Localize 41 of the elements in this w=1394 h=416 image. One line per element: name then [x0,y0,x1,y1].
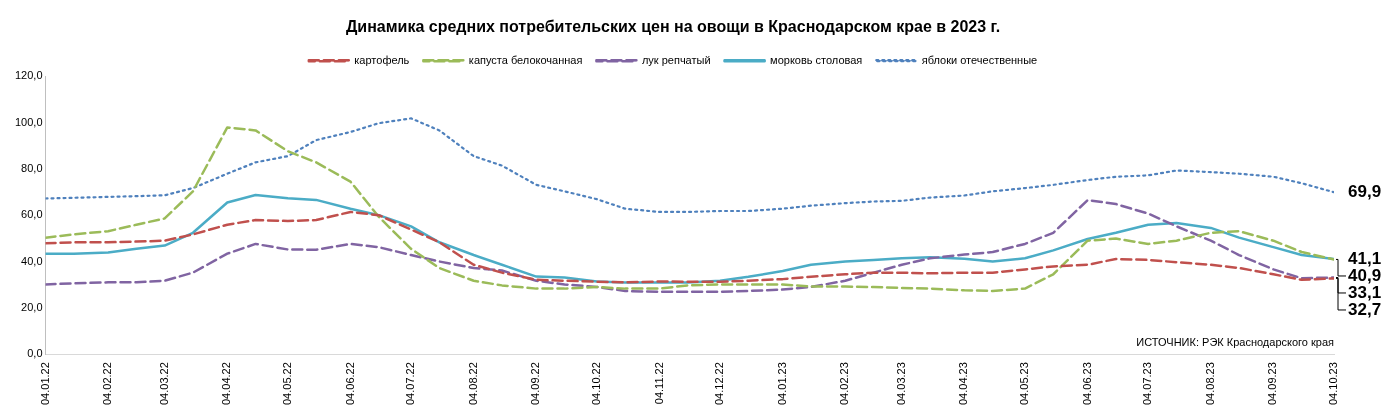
y-tick-label: 100,0 [15,115,43,128]
line-series [45,210,1334,284]
x-tick-label: 04.01.23 [775,362,788,406]
x-tick-label: 04.03.23 [894,362,907,406]
x-tick-label: 04.03.22 [157,362,170,406]
x-tick-label: 04.07.22 [404,362,417,406]
x-tick-label: 04.04.22 [220,362,233,406]
x-tick-label: 04.05.22 [280,362,293,406]
legend-label: картофель [354,53,410,66]
x-tick-label: 04.07.23 [1141,362,1154,406]
y-tick-label: 0,0 [27,347,43,360]
x-tick-label: 04.01.22 [38,362,51,406]
legend-label: лук репчатый [641,53,711,66]
x-tick-label: 04.09.22 [529,362,542,406]
line-series [45,117,1334,214]
x-tick-label: 04.09.23 [1266,362,1279,406]
legend-label: морковь столовая [770,53,863,66]
x-tick-label: 04.02.22 [101,362,114,406]
legend-label: капуста белокочанная [468,53,583,66]
y-tick-label: 60,0 [21,208,43,221]
x-tick-label: 04.08.23 [1203,362,1216,406]
x-tick-label: 04.08.22 [466,362,479,406]
x-tick-label: 04.10.23 [1327,362,1340,406]
x-tick-label: 04.05.23 [1018,362,1031,406]
y-tick-label: 80,0 [21,161,43,174]
x-tick-label: 04.10.22 [589,362,602,406]
legend-label: яблоки отечественные [921,53,1038,66]
x-tick-label: 04.04.23 [957,362,970,406]
line-series [45,126,1334,293]
x-tick-label: 04.06.23 [1080,362,1093,406]
annotation: ИСТОЧНИК: РЭК Краснодарского края [1136,335,1335,348]
data-label: 41,1 [1348,248,1382,268]
y-tick-label: 120,0 [15,69,43,82]
x-tick-label: 04.12.22 [713,362,726,406]
y-tick-label: 40,0 [21,254,43,267]
x-tick-label: 04.11.22 [652,362,665,405]
x-tick-label: 04.06.22 [343,362,356,406]
data-label: 69,9 [1348,181,1382,201]
x-tick-label: 04.02.23 [838,362,851,406]
chart-title: Динамика средних потребительских цен на овощи в Краснодарском крае в 2023 г. [345,18,1001,36]
y-tick-label: 20,0 [21,300,43,313]
